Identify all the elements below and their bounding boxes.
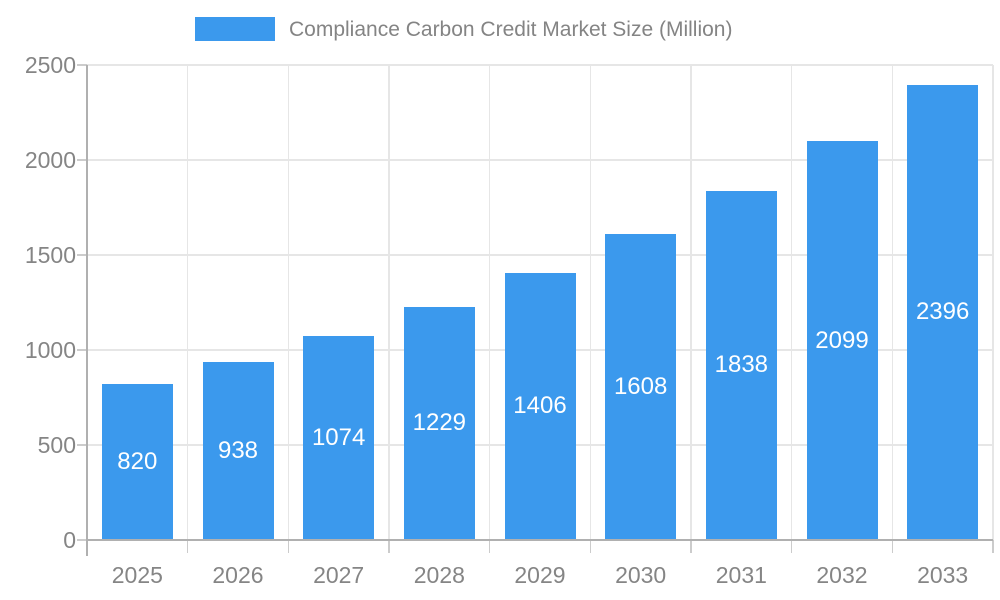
x-gridline (388, 65, 390, 540)
legend-item[interactable]: Compliance Carbon Credit Market Size (Mi… (195, 17, 732, 41)
x-axis-tick (891, 540, 894, 553)
bar: 1838 (705, 190, 777, 540)
legend-label: Compliance Carbon Credit Market Size (Mi… (289, 17, 733, 41)
x-axis-tick (388, 540, 390, 553)
y-gridline (87, 254, 993, 256)
x-axis-tick (690, 540, 692, 553)
y-tick-label: 1000 (24, 337, 76, 363)
y-tick-label: 2000 (24, 147, 76, 173)
y-axis-tick (77, 349, 87, 351)
y-axis-tick (77, 64, 87, 66)
x-axis-tick (287, 540, 290, 553)
x-gridline (488, 65, 491, 540)
y-tick-label: 2500 (24, 52, 76, 78)
bar-value-label: 2099 (815, 326, 869, 354)
bar: 2396 (907, 84, 979, 540)
x-tick-label: 2032 (816, 562, 868, 588)
bar: 1608 (605, 234, 677, 540)
legend-swatch (195, 17, 275, 41)
bar: 2099 (806, 141, 878, 540)
x-tick-label: 2026 (212, 562, 264, 588)
x-gridline (790, 65, 793, 540)
bar: 938 (202, 361, 274, 540)
y-tick-label: 0 (63, 527, 76, 553)
x-gridline (287, 65, 290, 540)
x-gridline (992, 65, 994, 540)
x-axis-tick (790, 540, 793, 553)
y-axis-line (86, 65, 88, 556)
y-axis-tick (77, 159, 87, 161)
x-gridline (186, 65, 189, 540)
x-tick-label: 2031 (715, 562, 767, 588)
y-tick-label: 1500 (24, 242, 76, 268)
x-tick-label: 2029 (514, 562, 566, 588)
bar: 1074 (303, 335, 375, 540)
x-axis-tick (488, 540, 491, 553)
bar: 820 (101, 384, 173, 540)
x-axis-tick (589, 540, 592, 553)
y-axis-tick (77, 444, 87, 446)
x-tick-label: 2028 (413, 562, 465, 588)
bar-value-label: 2396 (915, 298, 970, 326)
bar-value-label: 1838 (714, 351, 769, 379)
y-axis-tick (77, 254, 87, 256)
plot-area: 820 938 1074 1229 1406 1608 1838 2099 2396 (87, 64, 994, 540)
y-gridline (87, 159, 993, 161)
x-gridline (589, 65, 592, 540)
x-axis-tick (992, 540, 994, 553)
bar-value-label: 938 (217, 436, 259, 464)
bar-value-label: 820 (117, 448, 158, 476)
bar-value-label: 1406 (513, 392, 567, 420)
x-tick-label: 2025 (111, 562, 163, 588)
x-axis-line (87, 539, 993, 541)
y-axis-tick (77, 539, 87, 541)
bar-value-label: 1074 (311, 423, 366, 451)
x-tick-label: 2033 (917, 562, 969, 588)
bar: 1406 (504, 272, 576, 540)
y-gridline (87, 64, 993, 66)
y-tick-label: 500 (37, 432, 76, 458)
x-tick-label: 2030 (615, 562, 667, 588)
bar-value-label: 1608 (613, 373, 668, 401)
x-gridline (891, 65, 894, 540)
bar-value-label: 1229 (412, 409, 467, 437)
x-gridline (690, 65, 692, 540)
x-axis-tick (186, 540, 189, 553)
x-tick-label: 2027 (313, 562, 365, 588)
bar: 1229 (403, 306, 475, 540)
